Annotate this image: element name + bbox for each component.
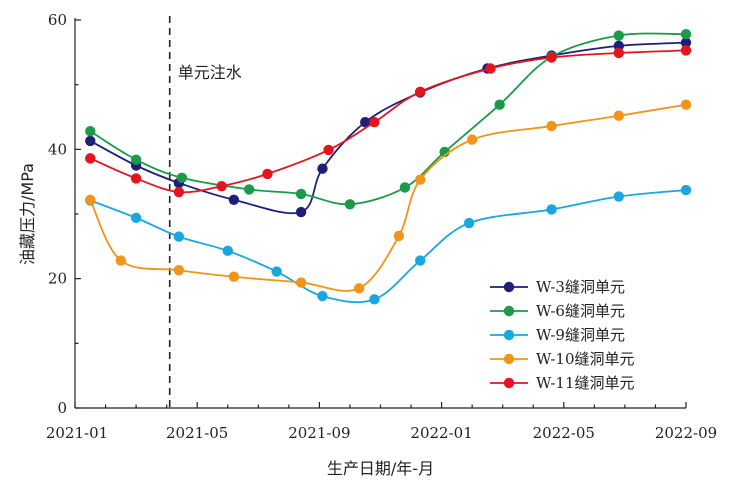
- data-point: [680, 29, 692, 40]
- x-tick-label: 2022-01: [410, 424, 472, 442]
- data-point: [262, 168, 273, 180]
- data-point: [613, 47, 624, 59]
- data-point: [466, 134, 478, 145]
- legend-item: W-11缝洞单元: [490, 374, 634, 392]
- y-tick-label: 40: [48, 140, 67, 158]
- x-axis-title: 生产日期/年-月: [327, 459, 434, 478]
- legend-label: W-3缝洞单元: [536, 278, 625, 296]
- legend-label: W-11缝洞单元: [536, 374, 634, 392]
- data-point: [613, 110, 624, 121]
- legend-label: W-6缝洞单元: [536, 302, 625, 320]
- data-point: [415, 255, 426, 266]
- legend-label: W-9缝洞单元: [536, 326, 625, 344]
- legend-marker: [503, 305, 515, 317]
- y-tick-label: 20: [48, 270, 67, 288]
- data-point: [115, 255, 127, 266]
- data-point: [317, 290, 328, 302]
- annotation: 单元注水: [168, 16, 242, 408]
- data-point: [243, 184, 255, 195]
- data-point: [360, 116, 371, 128]
- data-point: [173, 186, 185, 198]
- data-point: [546, 52, 557, 63]
- data-point: [680, 37, 692, 48]
- x-ticks: 2021-01 2021-05 2021-09 2022-01 2022-05 2022-…: [46, 402, 717, 442]
- data-point: [173, 265, 185, 276]
- data-point: [130, 154, 142, 165]
- data-point: [494, 99, 505, 110]
- data-point: [295, 206, 307, 218]
- data-point: [369, 294, 380, 305]
- series-3: [85, 184, 692, 305]
- data-point: [546, 204, 557, 215]
- legend-item: W-10缝洞单元: [490, 350, 634, 368]
- legend-item: W-6缝洞单元: [490, 302, 625, 320]
- legend-marker: [503, 329, 515, 341]
- data-point: [216, 180, 227, 192]
- data-point: [369, 116, 380, 128]
- data-point: [399, 182, 411, 193]
- data-point: [85, 153, 96, 164]
- data-point: [222, 245, 233, 257]
- y-tick-label: 60: [48, 11, 67, 29]
- series-5: [85, 45, 692, 198]
- data-point: [295, 277, 307, 288]
- data-point: [485, 63, 496, 74]
- data-point: [463, 217, 475, 229]
- data-point: [680, 184, 692, 196]
- data-point: [228, 194, 240, 205]
- legend-label: W-10缝洞单元: [536, 350, 634, 368]
- data-point: [295, 188, 307, 200]
- data-point: [344, 199, 356, 210]
- data-point: [546, 120, 557, 132]
- data-point: [680, 45, 692, 56]
- data-point: [130, 212, 142, 224]
- data-point: [415, 174, 426, 185]
- data-point: [130, 173, 142, 184]
- series-4: [85, 99, 692, 294]
- series-line: [89, 103, 687, 292]
- y-tick-label: 0: [57, 399, 67, 417]
- x-tick-label: 2021-09: [288, 424, 350, 442]
- data-point: [323, 144, 334, 156]
- legend-item: W-9缝洞单元: [490, 326, 625, 344]
- legend-item: W-3缝洞单元: [490, 278, 625, 296]
- water-injection-label: 单元注水: [178, 63, 242, 82]
- legend: W-3缝洞单元 W-6缝洞单元 W-9缝洞单元 W-10缝洞单元 W-11缝洞单元: [490, 278, 634, 392]
- x-tick-label: 2021-05: [166, 424, 228, 442]
- data-point: [228, 271, 240, 282]
- y-ticks: 0 20 40 60: [48, 11, 81, 417]
- data-point: [613, 40, 624, 52]
- axes: 0 20 40 60 2021-01 2021-05 2021-09 2022-01 2022…: [46, 11, 717, 442]
- legend-marker: [503, 353, 515, 365]
- y-axis-title: 油藏压力/MPa: [18, 163, 37, 265]
- x-tick-label: 2022-09: [655, 424, 717, 442]
- legend-marker: [503, 281, 515, 293]
- data-point: [85, 126, 96, 137]
- legend-marker: [503, 377, 515, 389]
- data-point: [317, 163, 328, 174]
- data-point: [613, 30, 624, 41]
- series-layer: [85, 29, 692, 305]
- data-point: [353, 283, 365, 294]
- data-point: [271, 266, 282, 277]
- data-point: [393, 230, 405, 242]
- data-point: [415, 86, 426, 97]
- data-point: [85, 194, 96, 205]
- data-point: [439, 146, 450, 158]
- data-point: [680, 99, 692, 110]
- x-tick-label: 2022-05: [533, 424, 595, 442]
- data-point: [613, 191, 624, 202]
- data-point: [176, 172, 188, 183]
- data-point: [85, 135, 96, 147]
- x-tick-label: 2021-01: [46, 424, 108, 442]
- data-point: [173, 231, 185, 242]
